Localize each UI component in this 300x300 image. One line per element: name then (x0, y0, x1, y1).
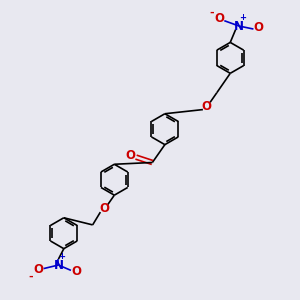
Text: O: O (126, 149, 136, 162)
Text: O: O (214, 12, 224, 26)
Text: -: - (209, 8, 214, 17)
Text: +: + (239, 13, 246, 22)
Text: O: O (254, 21, 264, 34)
Text: N: N (234, 20, 244, 33)
Text: O: O (71, 265, 81, 278)
Text: O: O (33, 263, 43, 276)
Text: O: O (202, 100, 212, 112)
Text: O: O (99, 202, 109, 215)
Text: N: N (53, 259, 64, 272)
Text: -: - (29, 272, 33, 282)
Text: +: + (58, 252, 65, 261)
